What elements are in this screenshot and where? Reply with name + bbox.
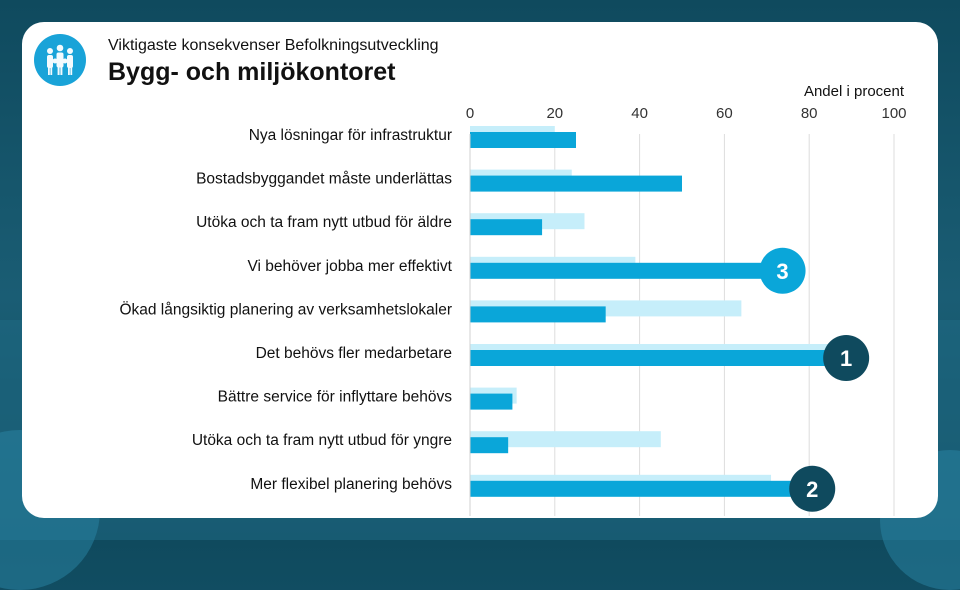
rank-badge-label: 1 (840, 346, 852, 371)
category-label: Bättre service för inflyttare behövs (218, 389, 453, 406)
rank-badge-label: 3 (776, 259, 788, 284)
category-label: Mer flexibel planering behövs (250, 476, 452, 493)
x-tick-label: 80 (801, 105, 818, 122)
rank-badge-1 (823, 335, 870, 381)
x-tick-label: 0 (466, 105, 474, 122)
bar-main (470, 350, 827, 366)
chart-subtitle: Viktigaste konsekvenser Befolkningsutvec… (108, 37, 439, 54)
bar-main (470, 175, 682, 192)
bar-main (470, 393, 513, 410)
category-label: Utöka och ta fram nytt utbud för äldre (196, 214, 452, 231)
people-group-icon (34, 34, 86, 86)
bar-main (470, 219, 543, 236)
bar-main (470, 480, 793, 497)
category-label: Ökad långsiktig planering av verksamhets… (119, 300, 452, 318)
bar-main (470, 132, 576, 148)
category-label: Bostadsbyggandet måste underlättas (196, 171, 452, 188)
category-label: Nya lösningar för infrastruktur (249, 127, 452, 144)
bar-comparison (470, 431, 661, 448)
chart-card: Viktigaste konsekvenser Befolkningsutvec… (22, 22, 938, 518)
x-tick-label: 100 (881, 105, 906, 122)
category-label: Det behövs fler medarbetare (256, 345, 452, 362)
bar-main (470, 306, 606, 323)
rank-badge-3 (759, 247, 806, 294)
x-tick-label: 20 (546, 105, 563, 122)
bar-main (470, 437, 509, 454)
x-tick-label: 40 (631, 105, 648, 122)
chart-title: Bygg- och miljökontoret (108, 58, 396, 86)
bar-chart: 0 20 40 60 80 100 Nya lösningar för infrastruk… (119, 105, 907, 516)
category-label: Vi behöver jobba mer effektivt (248, 258, 453, 275)
category-label: Utöka och ta fram nytt utbud för yngre (192, 432, 452, 449)
x-axis-title: Andel i procent (803, 83, 905, 100)
rank-badge-label: 2 (806, 477, 818, 502)
rank-badge-2 (789, 465, 836, 512)
x-tick-label: 60 (716, 105, 733, 122)
bar-main (470, 262, 763, 279)
